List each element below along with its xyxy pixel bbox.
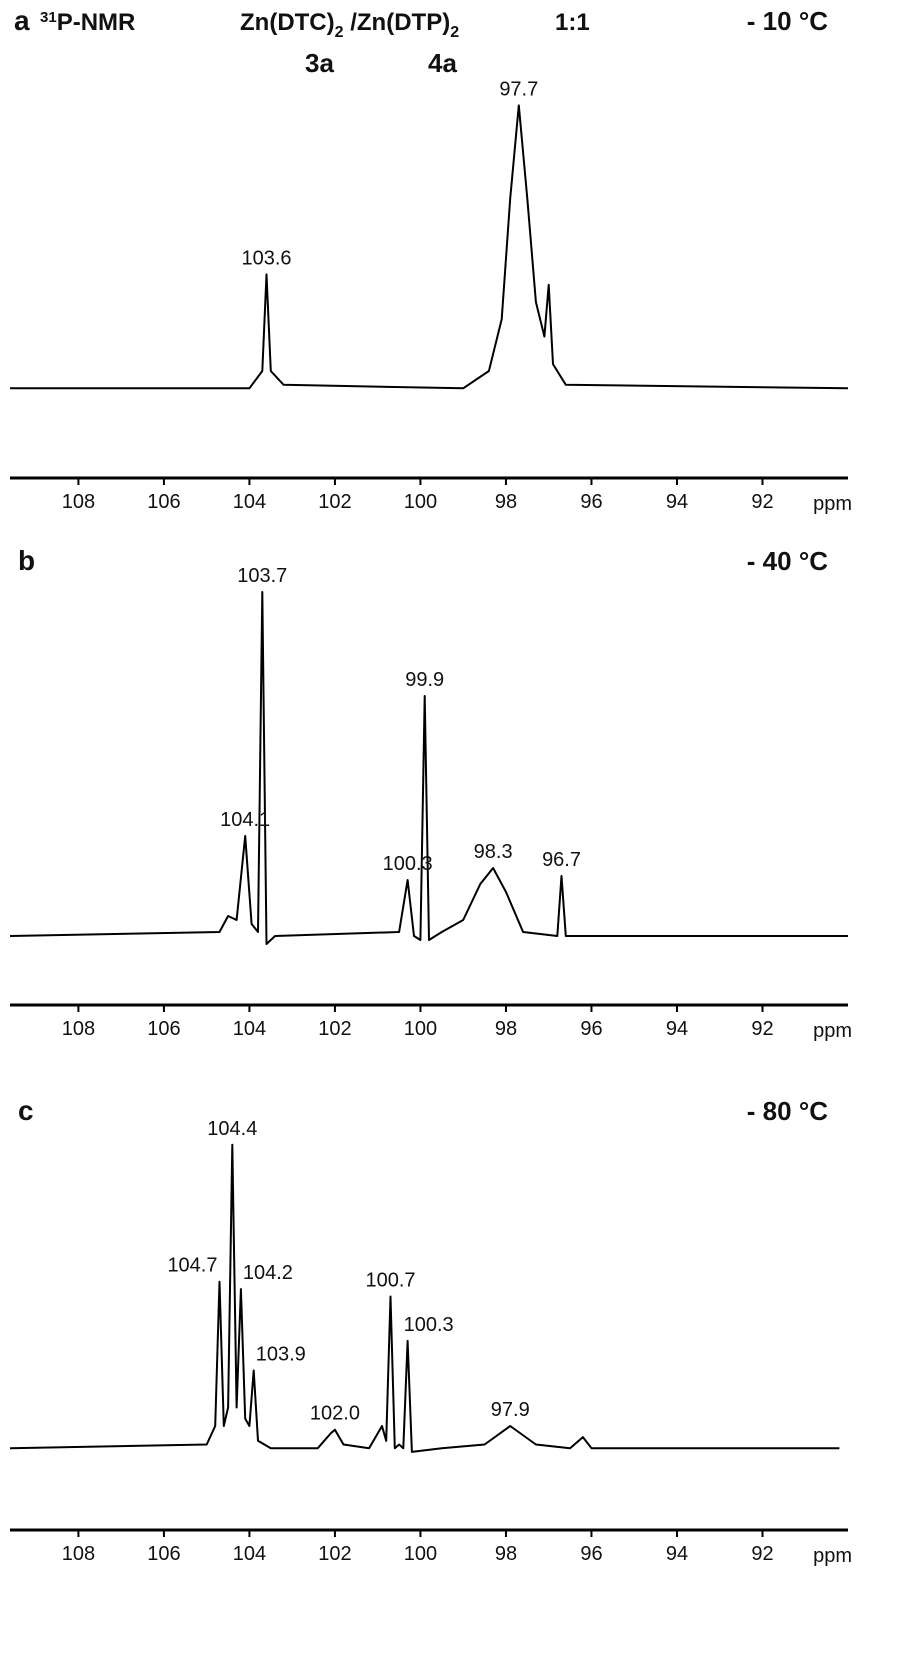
peak-label: 96.7 (542, 849, 581, 871)
x-tick-label: 92 (751, 1018, 773, 1040)
x-tick-label: 94 (666, 1543, 688, 1565)
peak-label: 97.7 (499, 78, 538, 100)
panel-letter: b (18, 545, 35, 576)
x-tick-label: 106 (147, 1018, 180, 1040)
x-tick-label: 102 (318, 1018, 351, 1040)
peak-label: 100.7 (365, 1270, 415, 1292)
compounds: Zn(DTC)2 /Zn(DTP)2 (240, 9, 459, 41)
ratio: 1:1 (555, 9, 590, 36)
peak-label: 102.0 (310, 1403, 360, 1425)
x-tick-label: 108 (62, 1543, 95, 1565)
peak-label: 97.9 (491, 1399, 530, 1421)
x-axis-label: ppm (813, 493, 852, 515)
peak-label: 103.6 (241, 247, 291, 269)
nucleus-mass: 31 (40, 9, 57, 26)
x-tick-label: 102 (318, 491, 351, 513)
x-tick-label: 100 (404, 1543, 437, 1565)
peak-label: 100.3 (404, 1314, 454, 1336)
x-tick-label: 92 (751, 1543, 773, 1565)
temperature: - 40 °C (747, 546, 828, 576)
subscript: 2 (335, 24, 344, 41)
compound-1: Zn(DTC) (240, 9, 335, 36)
subscript: 2 (450, 24, 459, 41)
x-tick-label: 104 (233, 1543, 266, 1565)
x-tick-label: 108 (62, 491, 95, 513)
x-tick-label: 100 (404, 1018, 437, 1040)
temperature: - 80 °C (747, 1096, 828, 1126)
x-tick-label: 96 (580, 1018, 602, 1040)
peak-label: 104.7 (167, 1255, 217, 1277)
x-tick-label: 94 (666, 491, 688, 513)
peak-label: 104.1 (220, 809, 270, 831)
x-tick-label: 102 (318, 1543, 351, 1565)
peak-label: 104.4 (207, 1118, 257, 1140)
x-tick-label: 104 (233, 1018, 266, 1040)
peak-label: 98.3 (474, 841, 513, 863)
x-tick-label: 106 (147, 1543, 180, 1565)
compound-label: 4a (428, 48, 457, 78)
x-tick-label: 98 (495, 1018, 517, 1040)
x-tick-label: 94 (666, 1018, 688, 1040)
x-axis-label: ppm (813, 1020, 852, 1042)
peak-label: 99.9 (405, 669, 444, 691)
panel-letter: a (14, 5, 30, 36)
spectrum (9, 1143, 840, 1453)
nucleus-label: 31P-NMR (40, 9, 135, 36)
x-tick-label: 98 (495, 1543, 517, 1565)
x-tick-label: 96 (580, 1543, 602, 1565)
peak-label: 103.9 (256, 1344, 306, 1366)
compound-label: 3a (305, 48, 334, 78)
spectrum (10, 104, 849, 390)
nucleus: P-NMR (57, 9, 136, 36)
x-axis-label: ppm (813, 1545, 852, 1567)
x-tick-label: 106 (147, 491, 180, 513)
compound-2: /Zn(DTP) (344, 9, 451, 36)
x-tick-label: 100 (404, 491, 437, 513)
peak-label: 103.7 (237, 565, 287, 587)
x-tick-label: 96 (580, 491, 602, 513)
temperature: - 10 °C (747, 6, 828, 36)
panel-letter: c (18, 1095, 34, 1126)
x-tick-label: 98 (495, 491, 517, 513)
peak-label: 104.2 (243, 1262, 293, 1284)
spectrum (9, 591, 848, 945)
x-tick-label: 108 (62, 1018, 95, 1040)
x-tick-label: 92 (751, 491, 773, 513)
peak-label: 100.3 (383, 853, 433, 875)
x-tick-label: 104 (233, 491, 266, 513)
